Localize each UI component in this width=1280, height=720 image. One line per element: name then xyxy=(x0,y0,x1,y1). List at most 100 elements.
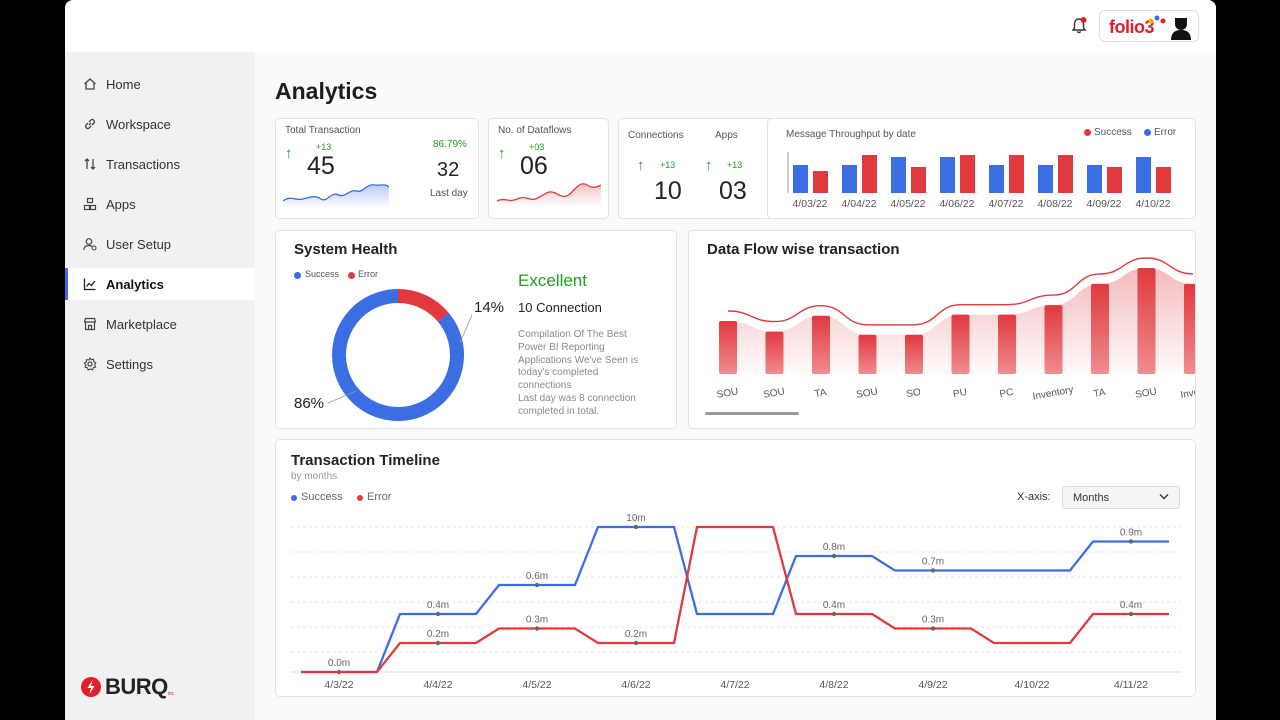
sidebar-item-marketplace[interactable]: Marketplace xyxy=(65,308,255,340)
sidebar-item-workspace[interactable]: Workspace xyxy=(65,108,255,140)
chevron-down-icon xyxy=(1159,494,1169,500)
data-label: 0.2m xyxy=(427,629,449,640)
series-line-error xyxy=(301,525,1169,674)
sidebar-item-label: Transactions xyxy=(106,156,180,172)
metric-value: 06 xyxy=(520,152,548,180)
data-point xyxy=(930,626,936,631)
apps-icon xyxy=(83,197,97,211)
tick-label: SOU xyxy=(1134,386,1157,401)
bar-error xyxy=(1156,167,1171,193)
bar-success xyxy=(989,165,1004,193)
bar-error xyxy=(813,171,828,193)
data-label: 0.0m xyxy=(328,658,350,669)
dataflow-bar xyxy=(1184,283,1195,374)
tick-label: 4/04/22 xyxy=(841,198,876,210)
legend-error-label: Error xyxy=(358,269,378,279)
data-point xyxy=(633,640,639,646)
sidebar-item-home[interactable]: Home xyxy=(65,68,255,100)
bar-error xyxy=(1058,155,1073,193)
card-title: System Health xyxy=(294,241,398,258)
card-label: No. of Dataflows xyxy=(498,125,572,136)
data-label: 0.3m xyxy=(922,615,944,626)
sidebar-item-analytics[interactable]: Analytics xyxy=(65,268,255,300)
arrow-up-icon: ↑ xyxy=(705,157,713,174)
dataflow-bar xyxy=(1044,305,1063,374)
card-subtitle: by months xyxy=(291,471,338,482)
tick-label: SO xyxy=(905,387,921,400)
delta: +03 xyxy=(529,142,545,152)
dataflow-bar xyxy=(1091,283,1109,374)
tick-label: 4/07/22 xyxy=(988,198,1023,210)
sidebar-item-apps[interactable]: Apps xyxy=(65,188,255,220)
legend-success-label: Success xyxy=(1094,127,1132,138)
legend-dot-success xyxy=(291,495,297,501)
sparkline-blue xyxy=(283,184,389,209)
page-title: Analytics xyxy=(275,78,378,104)
horizontal-scrollbar[interactable] xyxy=(705,412,799,415)
swap-arrows-icon xyxy=(84,158,96,170)
bar-success xyxy=(842,165,857,193)
bar-success xyxy=(891,157,906,193)
data-label: 10m xyxy=(626,513,645,524)
last-value: 32 xyxy=(437,159,460,181)
legend-dot-error xyxy=(1084,129,1091,136)
series-line-success xyxy=(301,525,1169,674)
apps-value: 03 xyxy=(719,177,747,205)
tick-label: 4/9/22 xyxy=(918,679,947,691)
avatar[interactable] xyxy=(1168,14,1194,40)
dataflow-bar xyxy=(905,334,923,374)
sidebar-item-label: User Setup xyxy=(106,236,172,252)
sidebar-item-settings[interactable]: Settings xyxy=(65,348,255,380)
sidebar-item-user-setup[interactable]: User Setup xyxy=(65,228,255,260)
burq-logo: BURQ inc xyxy=(80,674,174,700)
data-point xyxy=(435,640,441,646)
data-point xyxy=(633,524,639,530)
data-label: 0.4m xyxy=(427,600,449,611)
apps-label: Apps xyxy=(715,130,738,141)
card-title: Data Flow wise transaction xyxy=(707,241,900,258)
dataflow-bar xyxy=(765,331,784,374)
metric-value: 45 xyxy=(307,152,335,180)
bell-icon[interactable] xyxy=(1069,16,1089,36)
tick-label: 4/06/22 xyxy=(939,198,974,210)
legend-dot-error xyxy=(348,272,355,279)
data-label: 0.8m xyxy=(823,542,845,553)
dataflow-bar xyxy=(1137,268,1156,374)
sidebar-item-transactions[interactable]: Transactions xyxy=(65,148,255,180)
brand-dots-icon xyxy=(1148,15,1166,24)
data-label: 0.4m xyxy=(823,600,845,611)
connections-value: 10 xyxy=(654,177,682,205)
tick-label: TA xyxy=(814,387,828,400)
dataflow-bar xyxy=(719,321,737,374)
tick-label: 4/3/22 xyxy=(324,679,353,691)
data-label: 0.3m xyxy=(526,615,548,626)
tick-label: SOU xyxy=(716,386,739,401)
delta: +13 xyxy=(660,160,676,170)
donut-success-label: 86% xyxy=(294,395,325,412)
percent: 86.79% xyxy=(433,139,467,150)
data-point xyxy=(930,568,936,573)
sidebar-item-label: Workspace xyxy=(106,116,171,132)
tick-label: TA xyxy=(1093,387,1107,400)
xaxis-select[interactable]: Months xyxy=(1062,486,1180,509)
tick-label: 4/03/22 xyxy=(792,198,827,210)
system-health-card: System Health Success Error 14% 86% Exce… xyxy=(275,230,677,429)
burq-logo-icon xyxy=(81,677,101,697)
xaxis-select-value: Months xyxy=(1073,492,1110,504)
bar-error xyxy=(862,155,877,193)
donut-slice-error xyxy=(397,289,449,323)
timeline-chart: 4/3/22 4/4/22 4/5/22 4/6/22 4/7/22 4/8/22 4/9/… xyxy=(291,513,1181,691)
tick-label: PU xyxy=(952,387,968,400)
bar-success xyxy=(1136,157,1151,193)
account-switcher[interactable]: folio3 xyxy=(1099,10,1199,42)
legend-error-label: Error xyxy=(1154,127,1177,138)
sidebar-item-label: Apps xyxy=(106,196,136,212)
trend-line xyxy=(727,257,1194,326)
legend-error-label: Error xyxy=(367,491,392,503)
data-label: 0.2m xyxy=(625,629,647,640)
legend-success-label: Success xyxy=(305,269,340,279)
link-icon xyxy=(84,118,96,130)
bar-error xyxy=(1009,155,1024,193)
legend-dot-success xyxy=(1144,129,1151,136)
delta: +13 xyxy=(727,160,743,170)
